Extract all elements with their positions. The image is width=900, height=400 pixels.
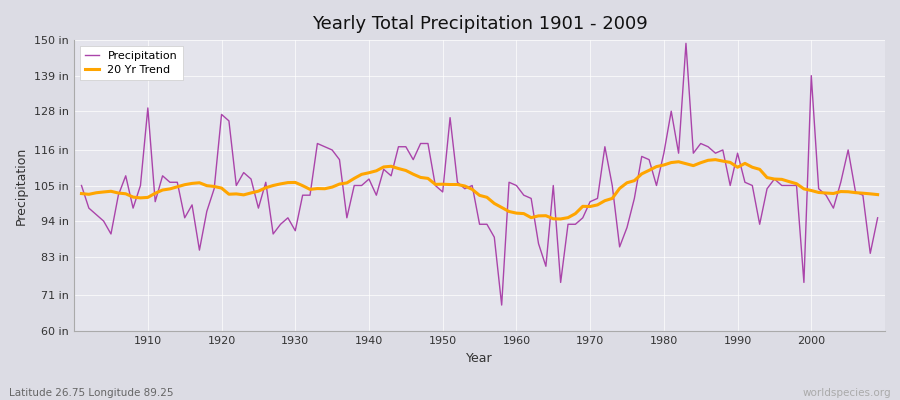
20 Yr Trend [607, 196, 617, 201]
20 Yr Trend [710, 157, 721, 162]
Precipitation [511, 183, 522, 188]
Precipitation [607, 183, 617, 188]
X-axis label: Year: Year [466, 352, 493, 365]
Title: Yearly Total Precipitation 1901 - 2009: Yearly Total Precipitation 1901 - 2009 [311, 15, 647, 33]
Legend: Precipitation, 20 Yr Trend: Precipitation, 20 Yr Trend [80, 46, 183, 80]
Line: 20 Yr Trend: 20 Yr Trend [82, 160, 878, 219]
Precipitation [341, 216, 352, 220]
20 Yr Trend [872, 192, 883, 197]
20 Yr Trend [76, 191, 87, 196]
20 Yr Trend [555, 216, 566, 221]
20 Yr Trend [341, 180, 352, 185]
Line: Precipitation: Precipitation [82, 43, 878, 305]
Precipitation [135, 183, 146, 188]
Text: worldspecies.org: worldspecies.org [803, 388, 891, 398]
Text: Latitude 26.75 Longitude 89.25: Latitude 26.75 Longitude 89.25 [9, 388, 174, 398]
20 Yr Trend [135, 196, 146, 200]
20 Yr Trend [504, 209, 515, 214]
Y-axis label: Precipitation: Precipitation [15, 146, 28, 225]
Precipitation [872, 216, 883, 220]
20 Yr Trend [297, 183, 308, 188]
Precipitation [496, 303, 507, 308]
Precipitation [680, 41, 691, 46]
Precipitation [76, 183, 87, 188]
20 Yr Trend [511, 211, 522, 216]
Precipitation [518, 193, 529, 198]
Precipitation [297, 193, 308, 198]
